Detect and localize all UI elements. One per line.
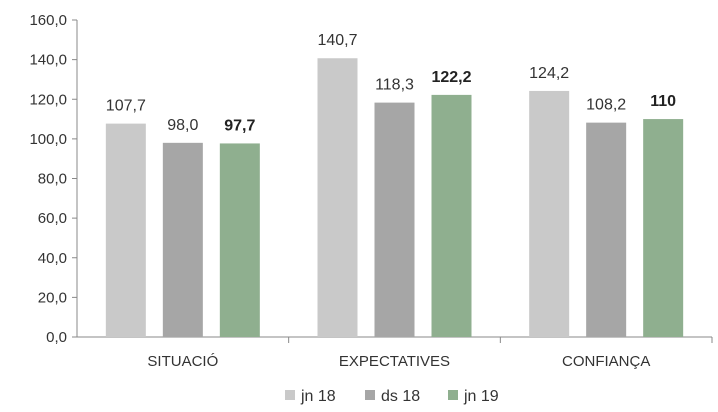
y-tick-label: 160,0 <box>29 12 67 29</box>
bar <box>219 143 260 337</box>
data-labels: 107,7 98,0 97,7 140,7 118,3 122,2 124,2 108,2 11… <box>106 32 676 134</box>
data-label: 118,3 <box>375 77 414 94</box>
data-label: 140,7 <box>317 32 357 49</box>
legend-swatch <box>365 390 375 400</box>
bar <box>529 90 570 338</box>
y-tick-label: 40,0 <box>38 250 67 267</box>
x-category-label: CONFIANÇA <box>562 353 650 370</box>
bar <box>374 102 415 337</box>
axes: 0,0 20,0 40,0 60,0 80,0 100,0 120,0 140,0 160,0 S… <box>29 12 713 370</box>
data-label: 124,2 <box>529 65 569 82</box>
data-label: 110 <box>650 93 676 110</box>
data-label: 98,0 <box>167 117 198 134</box>
y-tick-label: 140,0 <box>29 52 67 69</box>
x-category-label: SITUACIÓ <box>147 353 218 370</box>
y-tick-label: 80,0 <box>38 171 67 188</box>
bar <box>643 119 684 337</box>
x-category-label: EXPECTATIVES <box>339 353 450 370</box>
y-tick-label: 0,0 <box>46 329 67 346</box>
bar <box>105 123 146 337</box>
data-label: 108,2 <box>586 97 626 114</box>
data-label: 107,7 <box>106 98 146 115</box>
y-tick-label: 60,0 <box>38 210 67 227</box>
legend-swatch <box>448 390 458 400</box>
bar <box>586 122 627 337</box>
data-label: 122,2 <box>431 69 471 86</box>
legend-label: ds 18 <box>381 388 420 405</box>
bar <box>317 58 358 337</box>
bar <box>162 142 203 337</box>
y-tick-label: 120,0 <box>29 91 67 108</box>
y-tick-label: 20,0 <box>38 289 67 306</box>
legend-label: jn 19 <box>463 388 499 405</box>
legend-swatch <box>285 390 295 400</box>
data-label: 97,7 <box>224 117 255 134</box>
bars <box>105 58 684 338</box>
legend: jn 18 ds 18 jn 19 <box>285 388 499 405</box>
bar <box>431 94 472 337</box>
legend-label: jn 18 <box>300 388 336 405</box>
y-tick-label: 100,0 <box>29 131 67 148</box>
